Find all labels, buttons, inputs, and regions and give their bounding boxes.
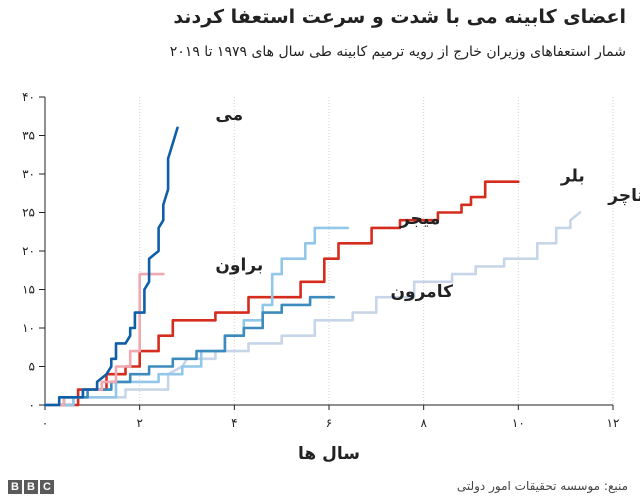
chart-subtitle: شمار استعفاهای وزیران خارج از رویه ترمیم… <box>169 44 626 60</box>
chart-title: اعضای کابینه می با شدت و سرعت استعفا کرد… <box>173 6 626 28</box>
y-tick-label: ۲۰ <box>22 244 35 258</box>
y-tick-label: ۵ <box>29 360 35 374</box>
x-axis-title: سال ها <box>298 444 360 464</box>
y-tick-label: ۰ <box>29 398 35 412</box>
bbc-logo-letter: B <box>24 480 38 494</box>
y-tick-label: ۳۵ <box>22 129 35 143</box>
series-labels: می براون میجر کامرون بلر تاچر <box>215 105 640 302</box>
series-label: کامرون <box>391 282 454 302</box>
x-tick-label: ۱۲ <box>607 416 620 430</box>
y-tick-label: ۱۰ <box>22 321 35 335</box>
x-tick-label: ۴ <box>231 416 237 430</box>
x-tick-label: ۰ <box>42 416 48 430</box>
x-tick-label: ۶ <box>326 416 332 430</box>
bbc-logo-letter: C <box>40 480 54 494</box>
x-tick-label: ۸ <box>420 416 427 430</box>
bbc-logo-letter: B <box>8 480 22 494</box>
series-label: تاچر <box>607 186 640 206</box>
series-line <box>43 226 350 407</box>
series-label: براون <box>215 255 263 275</box>
series-label: می <box>215 105 243 125</box>
y-tick-label: ۱۵ <box>22 283 35 297</box>
y-tick-label: ۲۵ <box>22 206 35 220</box>
series-label: میجر <box>399 209 440 229</box>
source-note: منبع: موسسه تحقیقات امور دولتی <box>456 479 628 493</box>
series-line <box>43 126 179 407</box>
x-tick-label: ۱۰ <box>512 416 525 430</box>
y-tick-label: ۳۰ <box>22 167 35 181</box>
series-lines <box>43 126 582 407</box>
series-label: بلر <box>560 167 585 187</box>
axes: ۰ ۲ ۴ ۶ ۸ ۱۰ ۱۲ ۰ ۵ ۱۰ ۱۵ ۲۰ ۲۵ ۳۰ ۳۵ ۴۰ سال ها <box>22 90 619 464</box>
grid-lines <box>139 97 614 405</box>
y-tick-label: ۴۰ <box>22 90 35 104</box>
x-tick-label: ۲ <box>136 416 142 430</box>
series-line <box>43 211 582 407</box>
